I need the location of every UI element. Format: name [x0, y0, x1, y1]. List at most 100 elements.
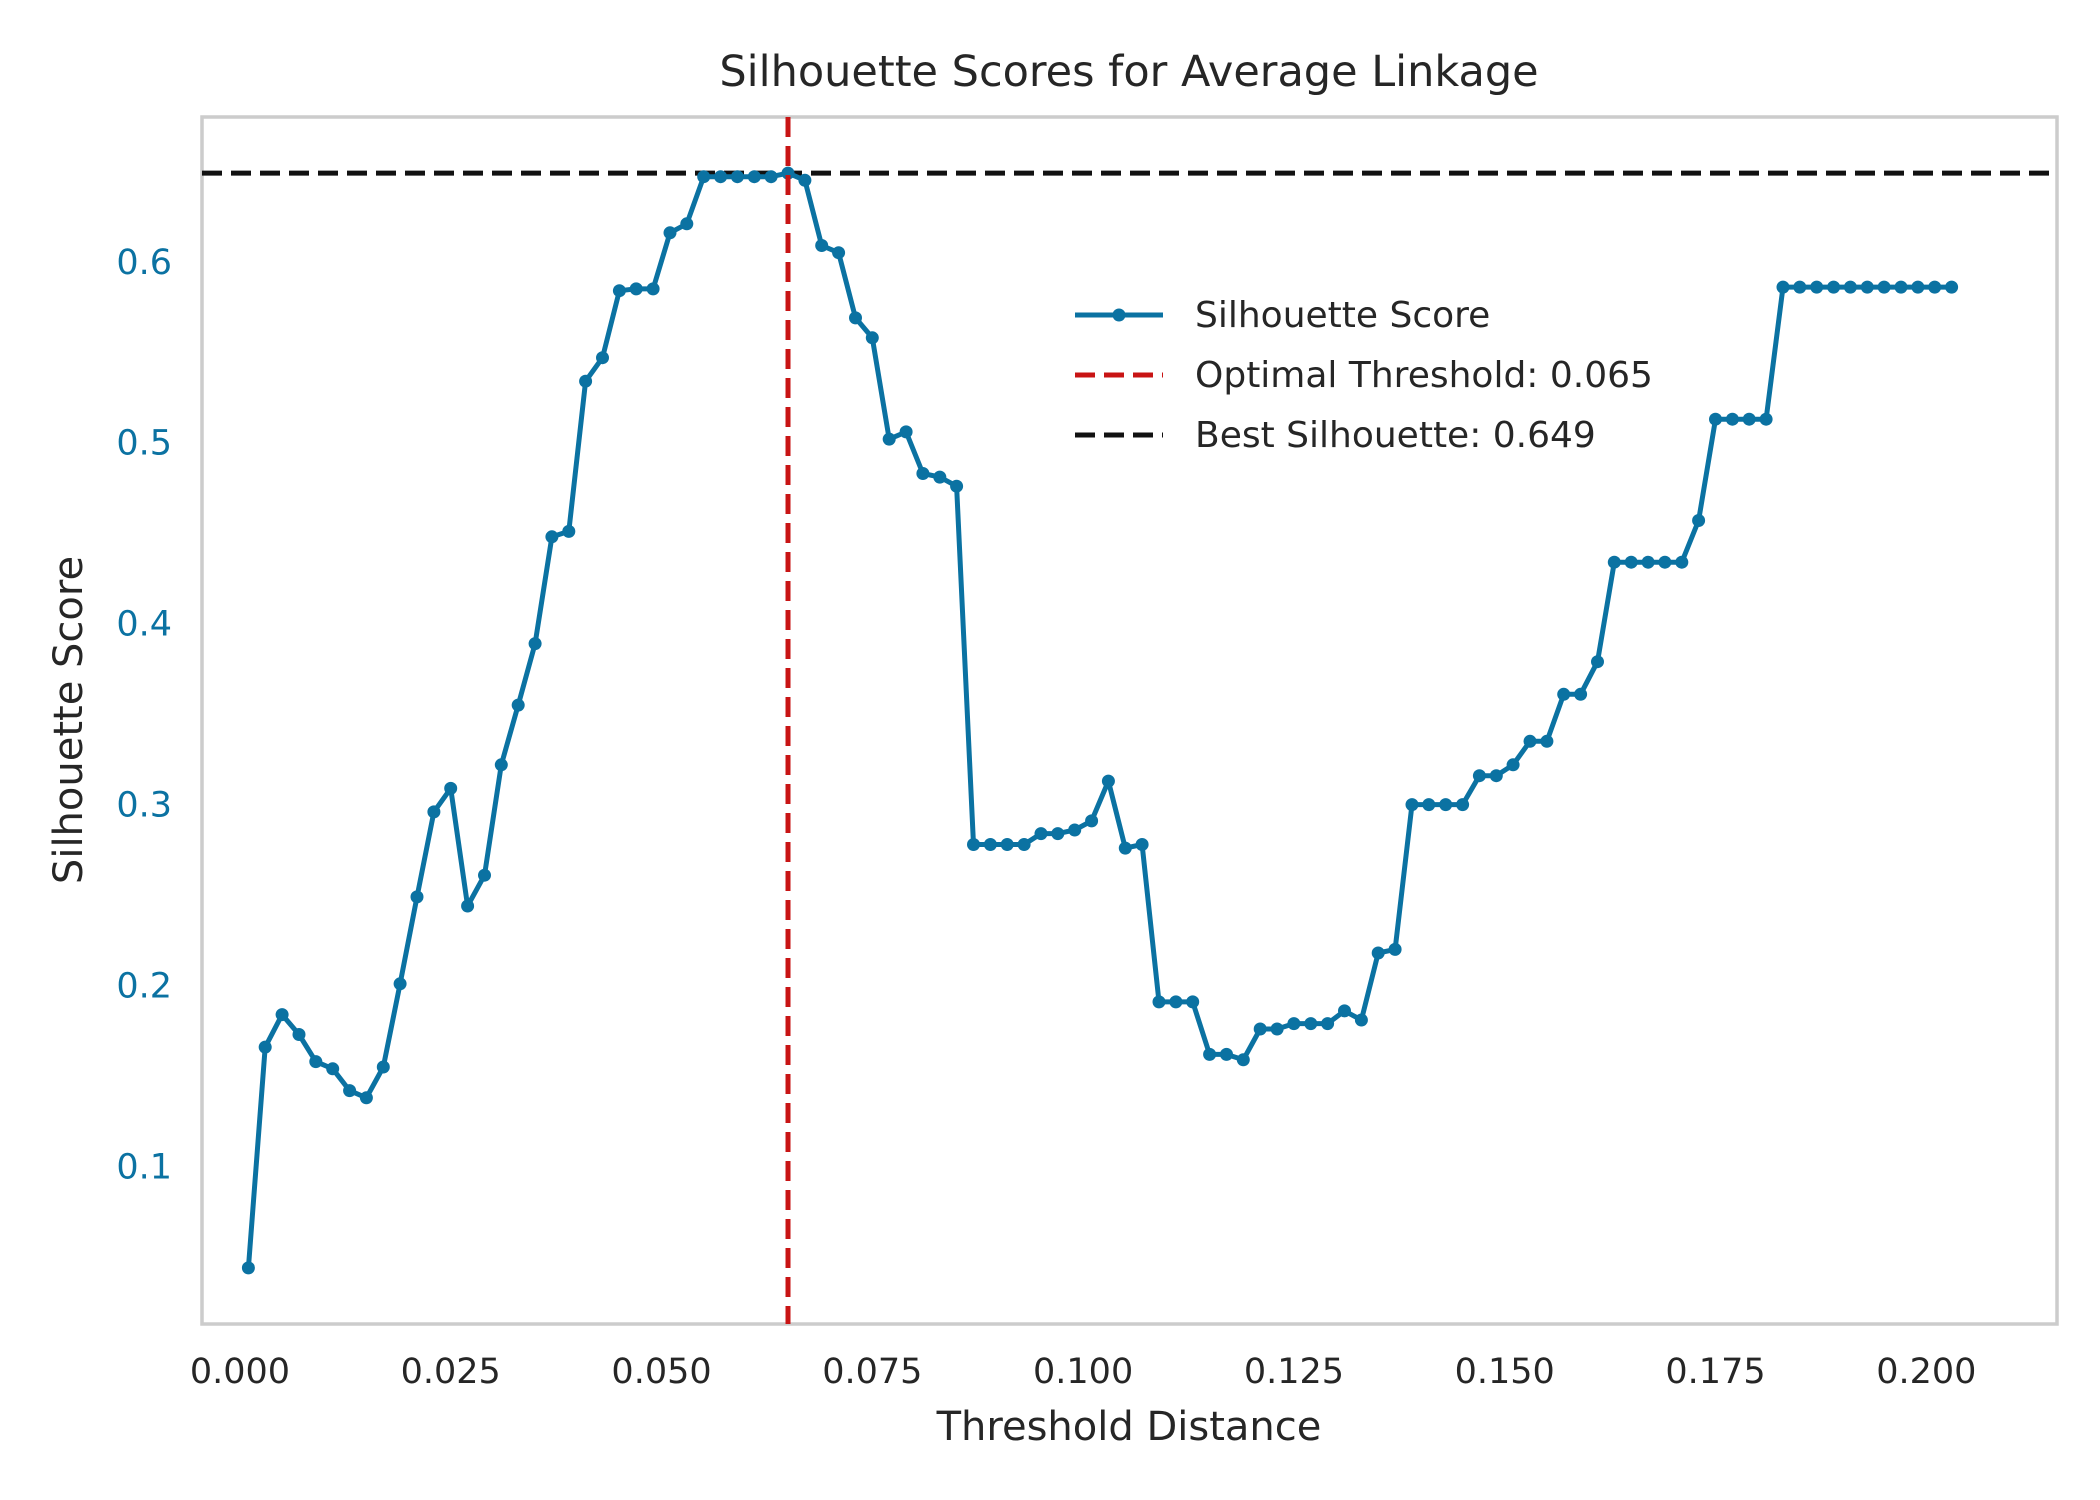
data-point	[747, 170, 761, 184]
data-point	[1759, 412, 1773, 426]
data-point	[1506, 758, 1520, 772]
y-tick-label: 0.6	[116, 243, 172, 283]
y-tick-label: 0.5	[116, 424, 172, 464]
data-point	[1793, 280, 1807, 294]
data-point	[1304, 1017, 1318, 1031]
data-point	[1709, 412, 1722, 426]
data-point	[1422, 798, 1436, 812]
legend-marker-series	[1112, 308, 1126, 322]
data-point	[1776, 280, 1790, 294]
x-tick-label: 0.025	[401, 1352, 501, 1392]
x-tick-label: 0.100	[1033, 1352, 1133, 1392]
data-point	[1624, 555, 1638, 569]
data-point	[1877, 280, 1891, 294]
data-point	[1034, 827, 1048, 841]
y-tick-label: 0.3	[116, 786, 172, 826]
data-point	[1354, 1013, 1368, 1027]
data-point	[1843, 280, 1857, 294]
data-point	[241, 1261, 255, 1275]
data-point	[1928, 280, 1942, 294]
y-tick-label: 0.1	[116, 1148, 172, 1188]
data-point	[461, 899, 475, 913]
data-point	[1118, 841, 1132, 855]
data-point	[1371, 946, 1385, 960]
data-point	[1405, 798, 1419, 812]
data-point	[697, 170, 711, 184]
series-layer	[241, 117, 1959, 1324]
data-point	[781, 166, 795, 180]
data-point	[1321, 1017, 1335, 1031]
x-tick-label: 0.000	[190, 1352, 290, 1392]
legend-label: Best Silhouette: 0.649	[1195, 415, 1596, 456]
data-point	[511, 698, 525, 712]
data-point	[1169, 995, 1183, 1009]
data-point	[1236, 1053, 1250, 1067]
data-point	[1742, 412, 1756, 426]
data-point	[882, 432, 896, 446]
data-point	[1456, 798, 1470, 812]
data-point	[444, 781, 458, 795]
data-point	[1152, 995, 1166, 1009]
data-point	[275, 1008, 289, 1022]
data-point	[1540, 734, 1554, 748]
data-point	[1017, 838, 1031, 851]
data-point	[1338, 1004, 1351, 1018]
data-point	[393, 977, 407, 991]
legend-label: Silhouette Score	[1195, 295, 1490, 336]
data-point	[545, 530, 559, 544]
data-point	[1607, 555, 1621, 569]
data-point	[967, 838, 980, 851]
legend: Silhouette Score Optimal Threshold: 0.065…	[1075, 295, 1653, 456]
data-point	[1270, 1022, 1284, 1036]
data-point	[1725, 412, 1739, 426]
data-point	[1911, 280, 1925, 294]
data-point	[1810, 280, 1824, 294]
data-point	[1051, 827, 1065, 841]
data-point	[1253, 1022, 1267, 1036]
data-point	[1658, 555, 1672, 569]
x-tick-label: 0.050	[611, 1352, 711, 1392]
x-tick-label: 0.150	[1455, 1352, 1555, 1392]
data-point	[1000, 838, 1014, 851]
y-axis-label: Silhouette Score	[46, 556, 92, 884]
y-tick-label: 0.4	[116, 605, 172, 645]
data-point	[612, 284, 626, 298]
data-point	[376, 1060, 390, 1074]
y-tick-label: 0.2	[116, 967, 172, 1007]
data-point	[1827, 280, 1841, 294]
data-point	[1574, 687, 1588, 701]
data-point	[1068, 823, 1082, 837]
data-point	[1186, 995, 1200, 1009]
x-tick-label: 0.125	[1244, 1352, 1344, 1392]
data-point	[292, 1028, 306, 1041]
data-point	[359, 1091, 373, 1105]
data-point	[1641, 555, 1655, 569]
data-point	[916, 467, 930, 480]
data-point	[258, 1040, 272, 1054]
plot-area	[200, 115, 2059, 1326]
data-point	[1203, 1047, 1217, 1061]
y-axis: 0.1 0.2 0.3 0.4 0.5 0.6	[116, 243, 172, 1188]
x-axis-label: Threshold Distance	[936, 1404, 1322, 1450]
data-point	[714, 170, 728, 184]
chart-title: Silhouette Scores for Average Linkage	[719, 47, 1538, 97]
data-point	[1489, 769, 1503, 783]
data-point	[1085, 814, 1099, 828]
data-point	[1523, 734, 1537, 748]
data-point	[899, 425, 913, 439]
data-point	[562, 524, 576, 538]
data-point	[1439, 798, 1453, 812]
data-point	[1675, 555, 1689, 569]
data-point	[933, 470, 947, 484]
data-point	[1287, 1017, 1301, 1031]
data-point	[1388, 942, 1402, 956]
data-point	[494, 758, 508, 772]
data-point	[646, 282, 660, 296]
plot-frame	[200, 115, 2059, 1326]
data-point	[629, 282, 643, 296]
data-point	[1557, 687, 1571, 701]
data-point	[832, 246, 846, 260]
data-point	[815, 239, 829, 252]
x-tick-label: 0.075	[822, 1352, 922, 1392]
